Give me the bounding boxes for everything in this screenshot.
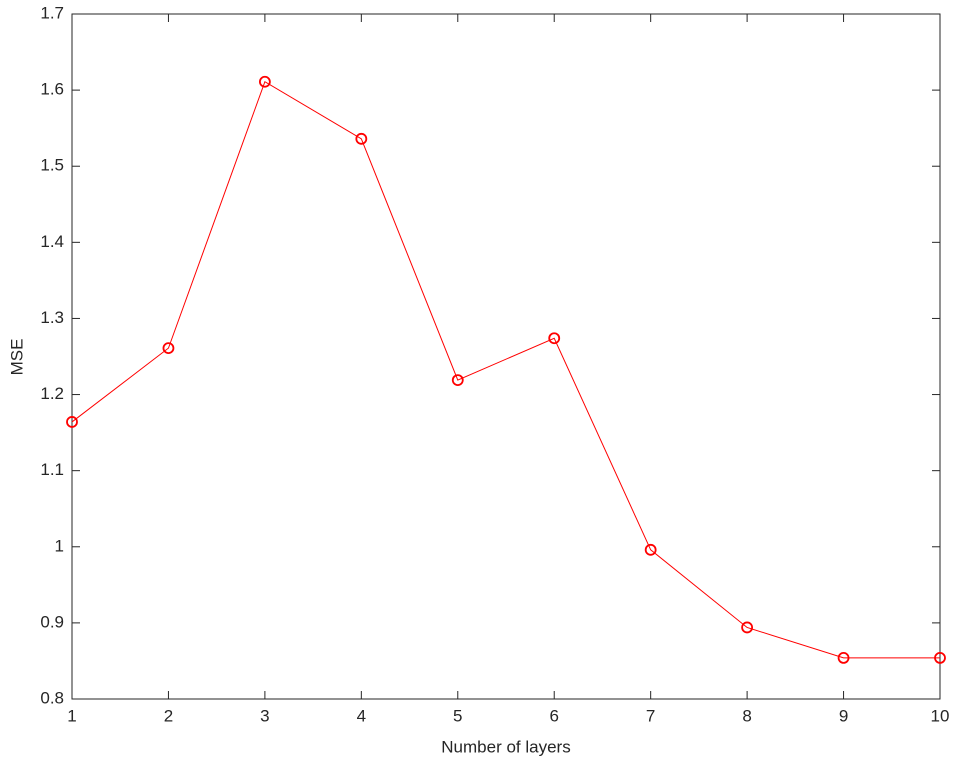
y-tick-label: 1.6 [40,80,64,99]
data-line [71,81,940,659]
data-marker [741,621,754,634]
x-tick-label: 4 [357,706,366,725]
x-tick-label: 2 [164,706,173,725]
y-tick-label: 1.5 [40,156,64,175]
data-marker [451,374,464,386]
x-tick-label: 5 [453,706,462,725]
y-tick-label: 1.4 [40,232,64,251]
x-tick-label: 1 [67,706,76,725]
data-marker [66,416,78,428]
plot-box [71,13,941,700]
x-tick-label: 6 [549,706,558,725]
y-tick-label: 1 [55,536,64,555]
data-marker [162,342,175,355]
y-tick-label: 1.2 [40,384,64,403]
y-tick-label: 1.3 [40,308,64,327]
data-marker [258,75,271,88]
x-tick-label: 7 [646,706,655,725]
x-tick-label: 8 [742,706,751,725]
data-marker [934,652,946,664]
y-tick-label: 1.1 [40,460,64,479]
data-marker [644,543,657,556]
y-tick-label: 0.9 [40,612,64,631]
y-tick-label: 1.7 [40,3,64,22]
data-marker [355,132,368,145]
x-tick-label: 9 [839,706,848,725]
y-tick-label: 0.8 [40,688,64,707]
x-tick-label: 3 [260,706,269,725]
y-axis-label: MSE [7,339,26,376]
data-marker [548,332,561,345]
x-tick-label: 10 [931,706,950,725]
data-marker [837,652,850,664]
x-axis-label: Number of layers [441,737,570,756]
